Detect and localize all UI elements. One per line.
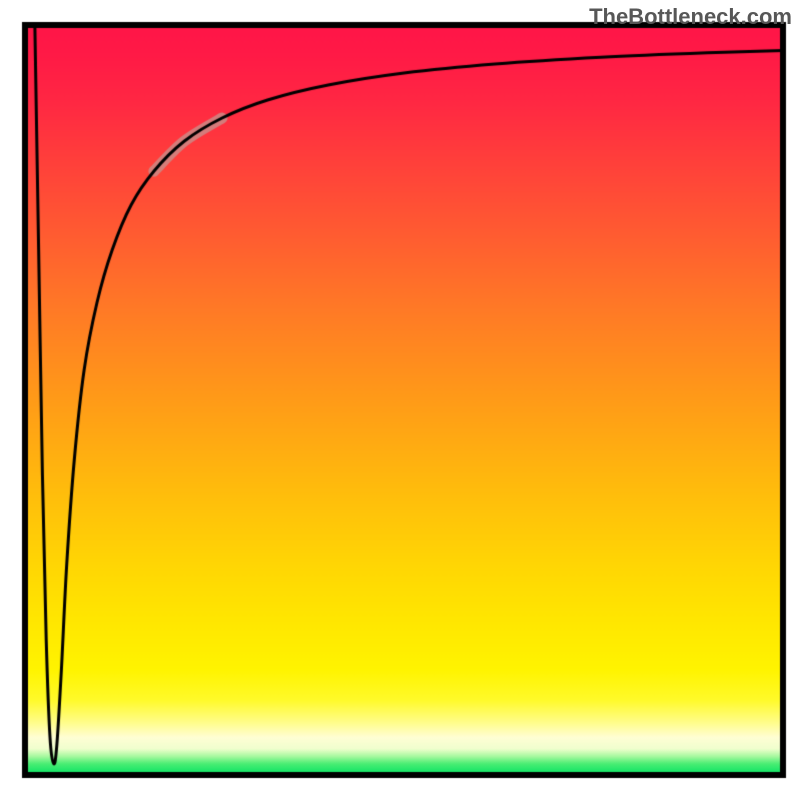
chart-container: TheBottleneck.com xyxy=(0,0,800,800)
bottleneck-curve-chart xyxy=(0,0,800,800)
watermark-text: TheBottleneck.com xyxy=(589,4,792,30)
